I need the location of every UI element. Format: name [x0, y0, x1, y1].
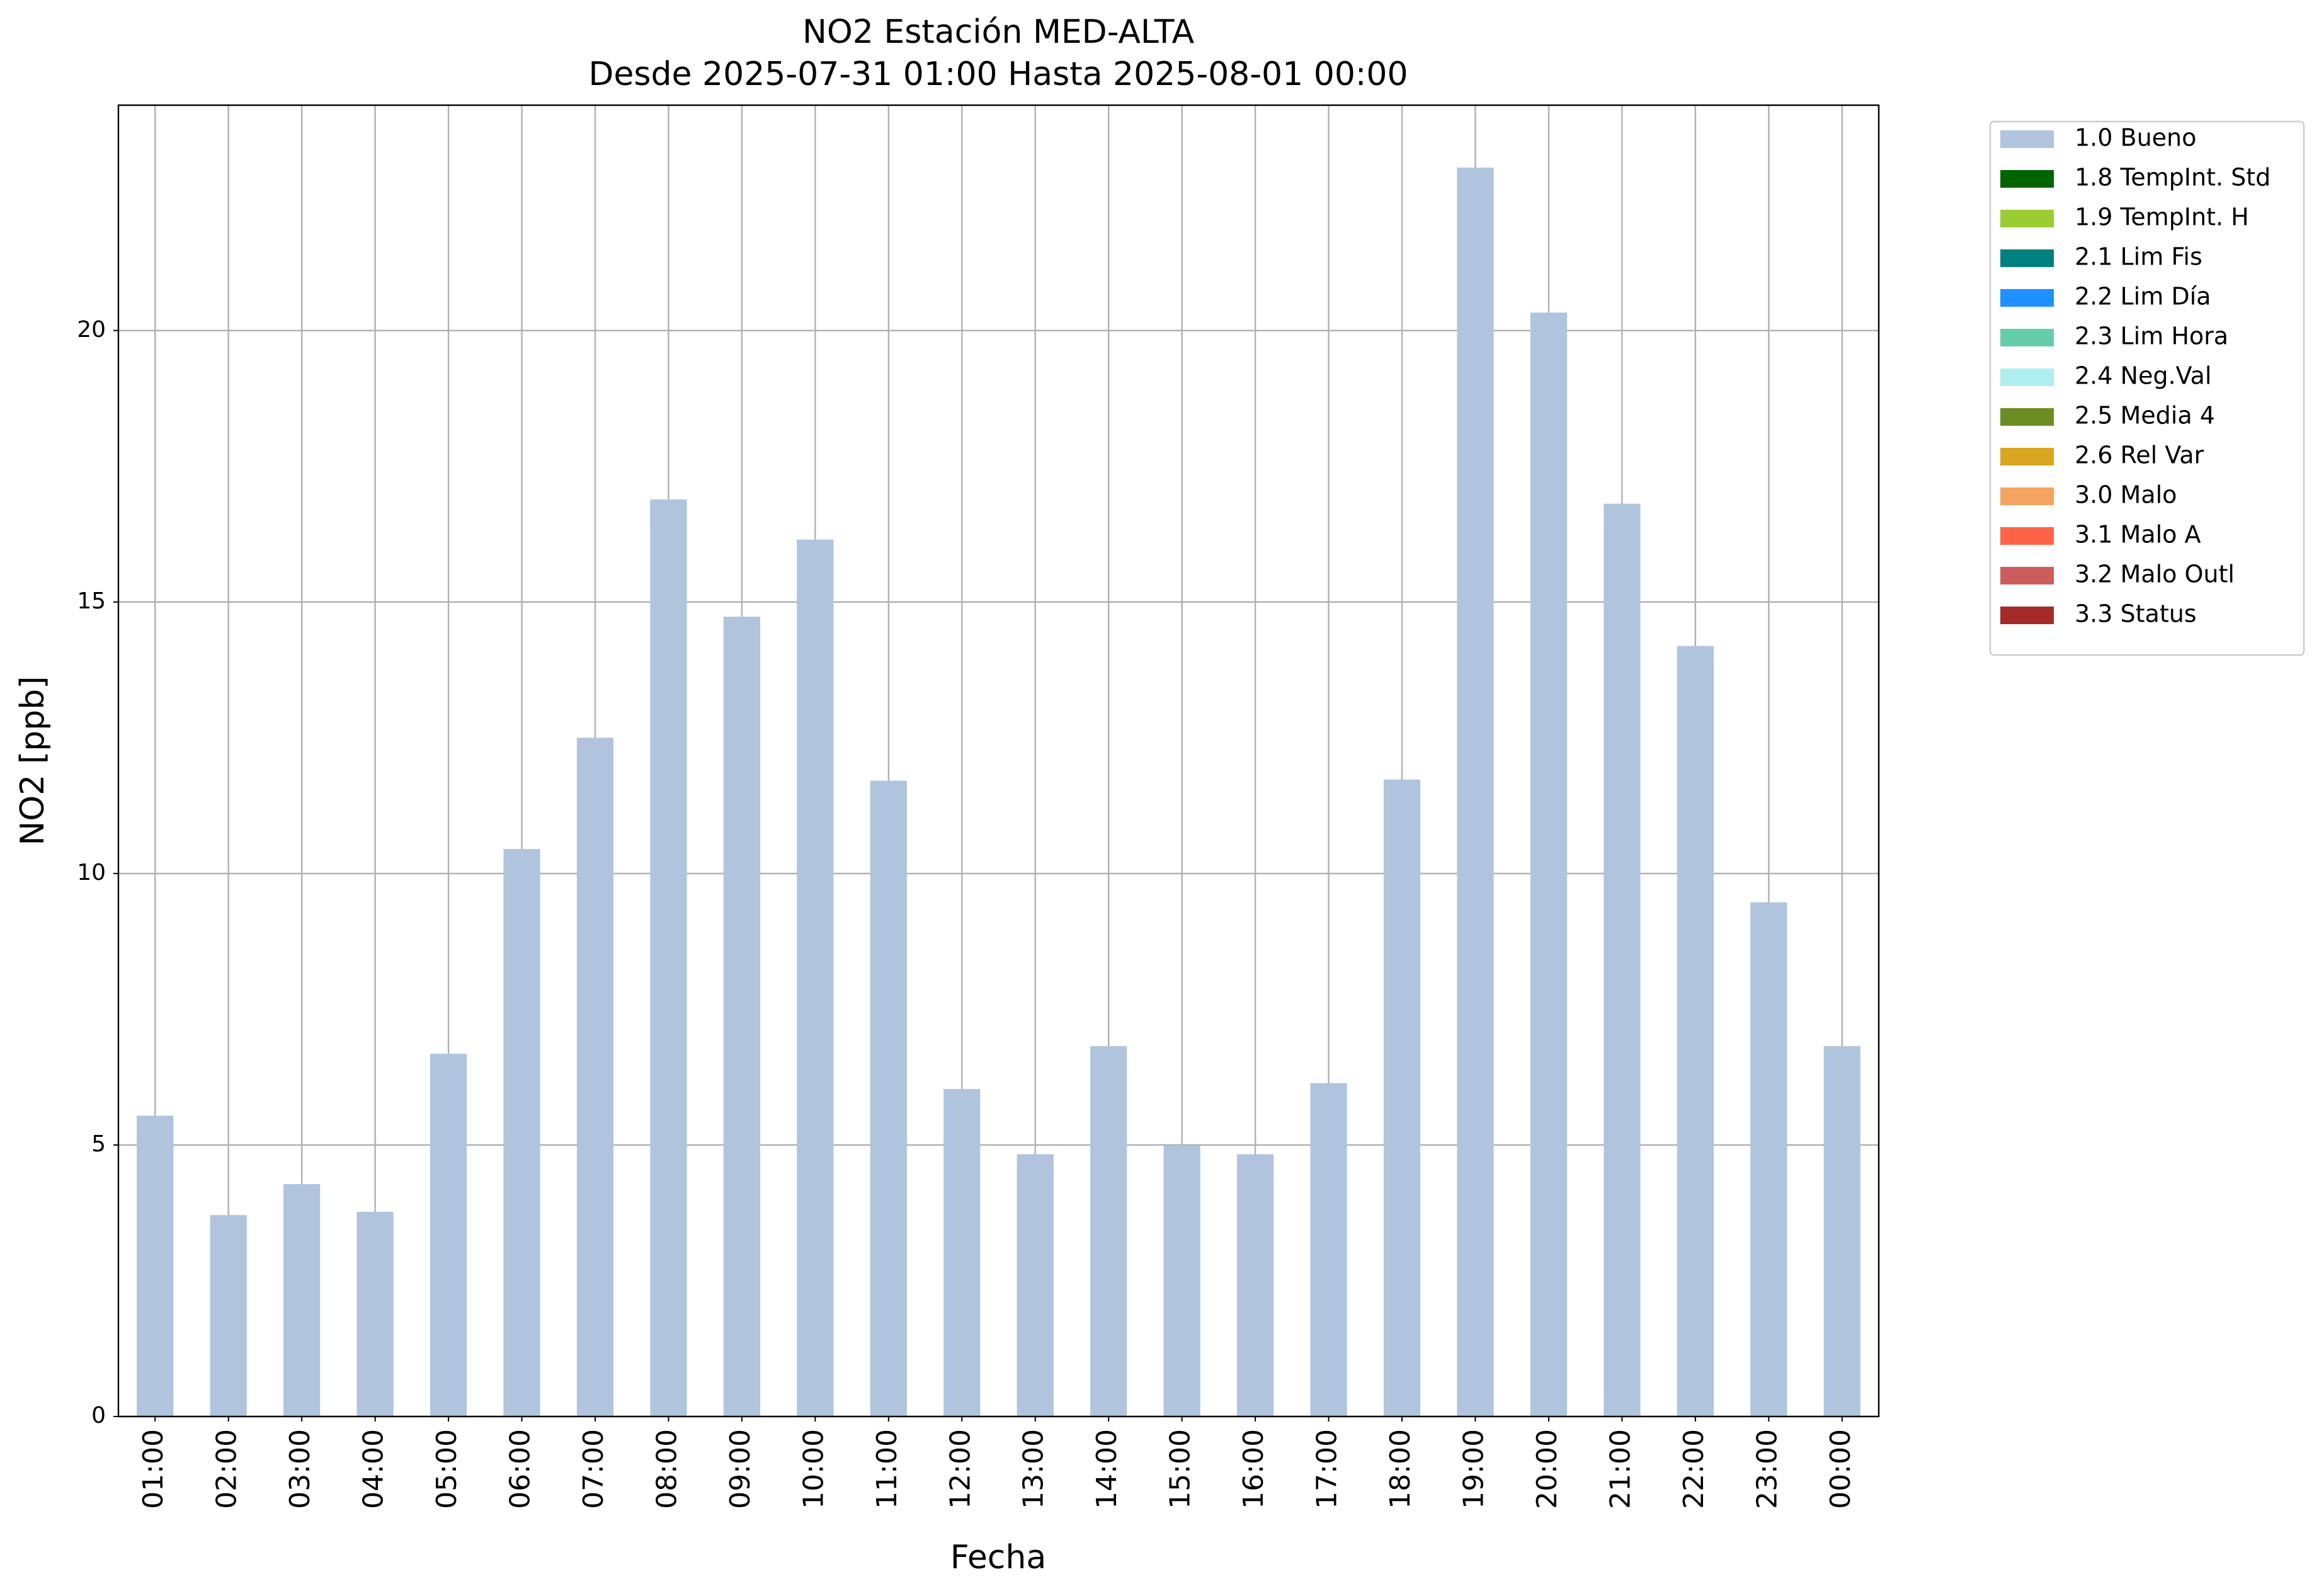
y-tick-label: 10 [77, 860, 106, 886]
legend-swatch [2000, 368, 2054, 386]
legend-swatch [2000, 487, 2054, 505]
legend-label: 2.4 Neg.Val [2075, 362, 2211, 390]
legend-label: 2.2 Lim Día [2075, 283, 2211, 311]
legend-label: 1.0 Bueno [2075, 124, 2196, 152]
x-tick-label: 10:00 [797, 1429, 829, 1509]
y-tick-label: 0 [91, 1403, 106, 1428]
legend-swatch [2000, 289, 2054, 307]
x-tick-label: 16:00 [1238, 1429, 1270, 1509]
legend-label: 3.1 Malo A [2075, 521, 2201, 549]
bar [870, 780, 907, 1416]
x-axis-label: Fecha [950, 1539, 1046, 1576]
x-tick-label: 01:00 [137, 1429, 169, 1509]
y-tick-label: 15 [77, 588, 106, 614]
x-tick-label: 03:00 [284, 1429, 316, 1509]
legend-swatch [2000, 130, 2054, 148]
legend-swatch [2000, 249, 2054, 267]
bar [1163, 1145, 1200, 1416]
chart-subtitle: Desde 2025-07-31 01:00 Hasta 2025-08-01 … [588, 55, 1408, 93]
legend-label: 1.8 TempInt. Std [2075, 164, 2271, 191]
x-tick-label: 12:00 [944, 1429, 976, 1509]
x-tick-label: 15:00 [1165, 1429, 1197, 1509]
x-tick-label: 11:00 [871, 1429, 903, 1509]
legend-label: 1.9 TempInt. H [2075, 203, 2249, 231]
bar [1310, 1083, 1347, 1416]
bar [1530, 312, 1568, 1417]
x-tick-label: 13:00 [1018, 1429, 1050, 1509]
bar [943, 1089, 981, 1416]
bar [1383, 779, 1421, 1416]
legend-label: 2.3 Lim Hora [2075, 322, 2228, 350]
x-tick-label: 17:00 [1311, 1429, 1343, 1509]
bar [210, 1215, 247, 1416]
x-tick-label: 19:00 [1457, 1429, 1490, 1509]
legend-box [1989, 120, 2305, 656]
x-tick-label: 02:00 [211, 1429, 243, 1509]
plot-frame [117, 104, 1880, 1418]
bar [503, 849, 540, 1416]
bar [1457, 168, 1494, 1417]
x-tick-label: 00:00 [1825, 1429, 1857, 1509]
bar [1677, 646, 1714, 1416]
legend-swatch [2000, 408, 2054, 426]
x-tick-label: 20:00 [1531, 1429, 1563, 1509]
bar [1090, 1046, 1127, 1416]
legend-label: 2.6 Rel Var [2075, 442, 2204, 469]
legend-swatch [2000, 527, 2054, 545]
bar [356, 1211, 394, 1416]
y-tick-label: 20 [77, 317, 106, 343]
bar [1017, 1154, 1054, 1416]
legend-label: 3.0 Malo [2075, 481, 2177, 509]
x-tick-label: 08:00 [651, 1429, 683, 1509]
bar [797, 539, 834, 1416]
chart-title: NO2 Estación MED-ALTA [802, 13, 1194, 51]
bar [1236, 1154, 1274, 1416]
bar [723, 617, 761, 1416]
bar [1823, 1046, 1860, 1416]
x-tick-label: 21:00 [1604, 1429, 1636, 1509]
x-tick-label: 18:00 [1384, 1429, 1416, 1509]
bar [650, 499, 687, 1416]
bar [137, 1115, 174, 1416]
legend-swatch [2000, 329, 2054, 346]
bar [1604, 503, 1641, 1416]
x-tick-label: 07:00 [578, 1429, 610, 1509]
y-tick-label: 5 [91, 1131, 106, 1157]
x-tick-label: 06:00 [504, 1429, 537, 1509]
legend-swatch [2000, 567, 2054, 584]
legend-swatch [2000, 448, 2054, 465]
bar [1750, 902, 1787, 1416]
x-tick-label: 14:00 [1091, 1429, 1123, 1509]
legend-swatch [2000, 210, 2054, 227]
x-tick-label: 09:00 [724, 1429, 756, 1509]
bar [576, 738, 614, 1416]
x-tick-label: 23:00 [1751, 1429, 1783, 1509]
legend-label: 2.5 Media 4 [2075, 402, 2215, 430]
legend-swatch [2000, 170, 2054, 188]
legend-swatch [2000, 607, 2054, 624]
y-axis-label: NO2 [ppb] [14, 676, 52, 845]
legend-label: 2.1 Lim Fis [2075, 243, 2202, 271]
x-tick-label: 05:00 [431, 1429, 463, 1509]
bar [283, 1184, 321, 1416]
legend-label: 3.3 Status [2075, 600, 2197, 628]
legend-label: 3.2 Malo Outl [2075, 561, 2235, 588]
x-tick-label: 04:00 [358, 1429, 390, 1509]
bar [430, 1054, 467, 1416]
x-tick-label: 22:00 [1678, 1429, 1710, 1509]
